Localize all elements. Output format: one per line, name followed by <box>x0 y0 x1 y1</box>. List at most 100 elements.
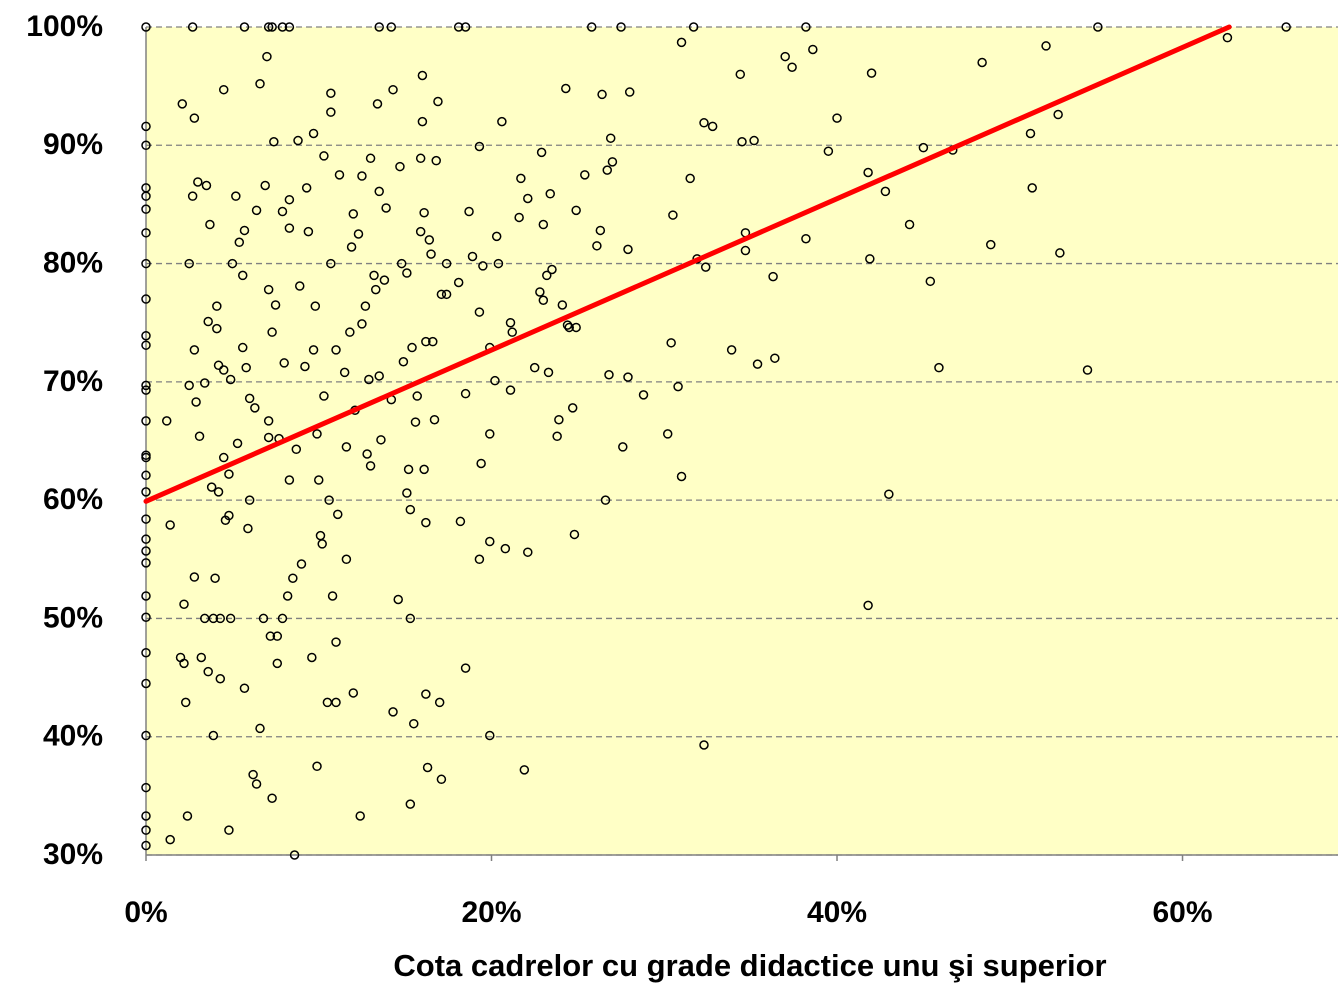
scatter-point <box>308 345 319 355</box>
scatter-point <box>371 284 381 295</box>
scatter-point <box>250 403 260 413</box>
scatter-point <box>740 245 751 256</box>
scatter-point <box>193 177 203 187</box>
scatter-point <box>523 547 533 557</box>
scatter-point <box>291 444 302 455</box>
scatter-point <box>823 146 834 156</box>
scatter-point <box>419 207 429 218</box>
scatter-point <box>341 554 352 565</box>
scatter-point <box>600 495 611 505</box>
scatter-point <box>348 209 359 219</box>
scatter-point <box>141 191 151 201</box>
scatter-point <box>205 219 215 230</box>
scatter-point <box>676 37 687 48</box>
y-tick-label: 50% <box>43 601 103 634</box>
scatter-point <box>224 510 234 521</box>
scatter-point <box>244 393 255 404</box>
scatter-point <box>141 825 151 835</box>
scatter-point <box>215 613 226 624</box>
scatter-point <box>184 380 194 391</box>
scatter-point <box>141 385 151 395</box>
scatter-point <box>545 189 555 199</box>
scatter-point <box>182 811 193 821</box>
scatter-point <box>239 683 250 693</box>
scatter-point <box>1027 183 1037 193</box>
scatter-point <box>339 367 350 378</box>
scatter-point <box>218 365 229 375</box>
scatter-point <box>364 374 374 385</box>
scatter-point <box>405 613 416 624</box>
scatter-point <box>141 840 151 851</box>
scatter-point <box>421 336 431 347</box>
scatter-point <box>455 516 466 527</box>
scatter-point <box>571 322 581 333</box>
scatter-point <box>208 730 219 741</box>
scatter-point <box>379 275 390 285</box>
scatter-point <box>419 464 429 475</box>
scatter-point <box>569 529 580 540</box>
scatter-point <box>310 301 321 311</box>
scatter-point <box>301 183 312 193</box>
scatter-point <box>206 482 217 492</box>
scatter-point <box>768 271 778 282</box>
scatter-point <box>536 147 547 158</box>
scatter-point <box>505 317 516 328</box>
scatter-point <box>308 128 319 139</box>
scatter-point <box>410 417 421 427</box>
scatter-point <box>491 231 502 242</box>
scatter-point <box>141 380 151 391</box>
scatter-point <box>239 22 250 32</box>
scatter-point <box>374 22 384 32</box>
points-layer <box>141 22 1291 860</box>
scatter-point <box>196 652 207 663</box>
scatter-point <box>605 133 616 143</box>
scatter-point <box>529 362 540 373</box>
scatter-point <box>300 361 310 372</box>
scatter-point <box>422 762 433 773</box>
y-tick-label: 90% <box>43 128 103 161</box>
scatter-point <box>227 258 238 269</box>
scatter-point <box>918 142 929 153</box>
scatter-point <box>393 594 403 605</box>
scatter-point <box>388 84 398 95</box>
scatter-point <box>303 226 314 237</box>
scatter-point <box>255 79 265 89</box>
scatter-point <box>699 118 709 128</box>
scatter-point <box>386 22 397 32</box>
scatter-point <box>986 239 996 250</box>
scatter-point <box>497 116 507 127</box>
scatter-point <box>212 301 222 311</box>
scatter-point <box>289 850 300 860</box>
scatter-point <box>326 88 336 98</box>
scatter-point <box>396 258 407 269</box>
scatter-point <box>904 219 915 230</box>
scatter-point <box>267 327 277 337</box>
scatter-point <box>616 22 626 32</box>
scatter-point <box>243 523 253 534</box>
scatter-point <box>365 153 376 164</box>
scatter-point <box>224 825 234 835</box>
scatter-point <box>284 475 295 485</box>
scatter-point <box>474 141 485 152</box>
scatter-point <box>735 69 746 80</box>
scatter-point <box>460 22 471 32</box>
scatter-point <box>535 287 545 297</box>
scatter-point <box>317 539 327 549</box>
scatter-point <box>801 22 811 32</box>
text-layer: Cota cadrelor cu grade didactice unu şi … <box>26 10 1212 983</box>
scatter-point <box>282 591 293 601</box>
scatter-point <box>707 121 718 132</box>
scatter-point <box>319 151 329 161</box>
scatter-point <box>263 22 274 32</box>
scatter-point <box>388 707 398 717</box>
scatter-point <box>1222 32 1233 43</box>
scatter-point <box>1053 109 1063 120</box>
scatter-point <box>505 385 516 395</box>
scatter-point <box>688 22 699 32</box>
scatter-point <box>880 186 891 197</box>
scatter-point <box>431 155 441 166</box>
scatter-point <box>262 51 272 62</box>
scatter-point <box>277 613 288 624</box>
y-tick-label: 30% <box>43 838 103 871</box>
scatter-point <box>269 136 279 147</box>
